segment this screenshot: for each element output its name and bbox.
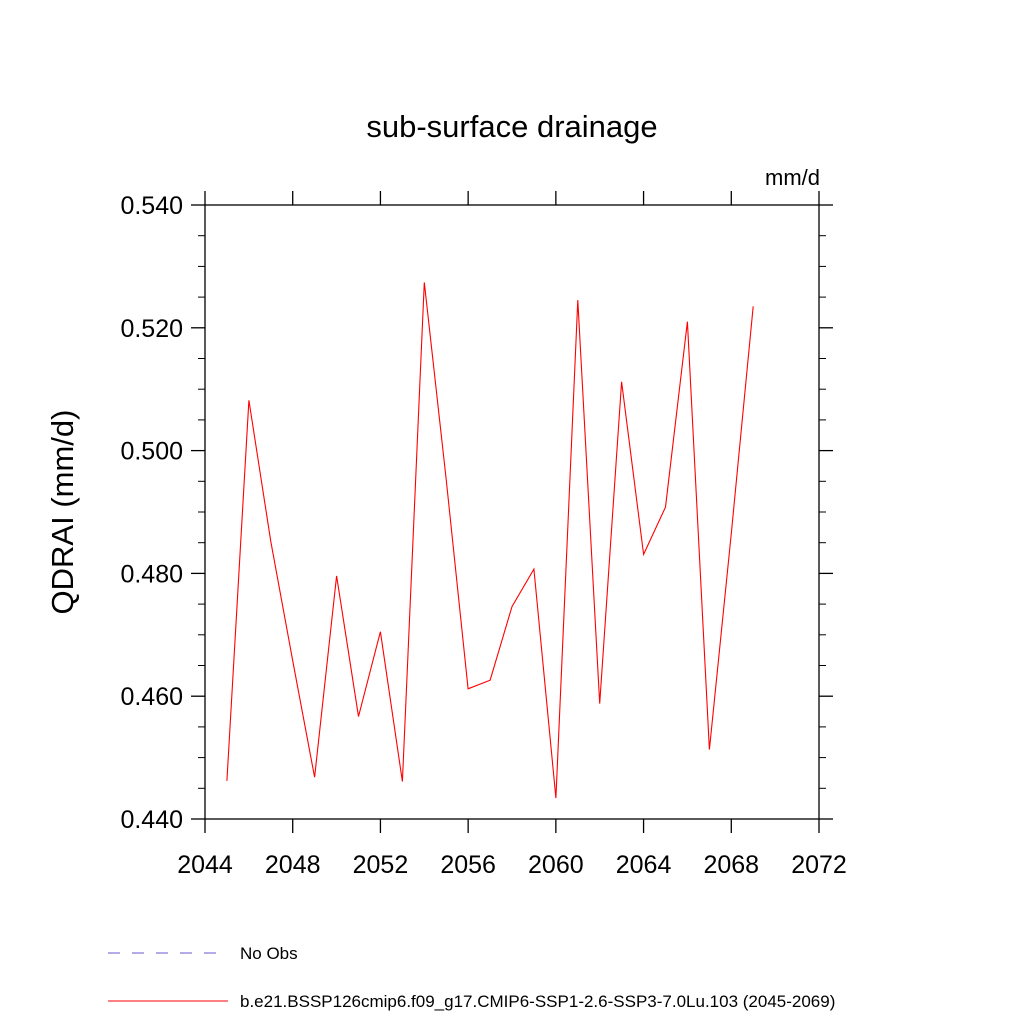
- series-point: [730, 532, 733, 535]
- y-tick-label: 0.500: [120, 438, 183, 466]
- x-tick-label: 2056: [440, 851, 496, 879]
- plot-frame: [204, 204, 820, 820]
- series-point: [532, 568, 535, 571]
- y-tick-label: 0.480: [120, 560, 183, 588]
- x-axis: 2044 2048 2052 2056 2060 2064 2068 2072: [177, 191, 847, 879]
- series-point: [225, 779, 228, 782]
- plot-area: [225, 281, 755, 800]
- x-tick-label: 2068: [703, 851, 759, 879]
- series-point: [489, 679, 492, 682]
- series-point: [752, 305, 755, 308]
- series-point: [291, 659, 294, 662]
- series-point: [401, 780, 404, 783]
- x-tick-label: 2064: [616, 851, 672, 879]
- y-tick-label: 0.440: [120, 806, 183, 834]
- series-point: [598, 702, 601, 705]
- legend: No Obs b.e21.BSSP126cmip6.f09_g17.CMIP6-S…: [108, 944, 835, 1011]
- series-point: [642, 553, 645, 556]
- series-point: [379, 630, 382, 633]
- series-point: [664, 506, 667, 509]
- units-label: mm/d: [765, 165, 820, 190]
- series-point: [445, 478, 448, 481]
- series-point: [313, 776, 316, 779]
- series-point: [269, 540, 272, 543]
- legend-label: No Obs: [240, 944, 298, 963]
- series-point: [247, 399, 250, 402]
- series-point: [467, 687, 470, 690]
- series-point: [554, 797, 557, 800]
- series-point: [335, 574, 338, 577]
- y-tick-label: 0.520: [120, 315, 183, 343]
- series-point: [620, 380, 623, 383]
- series-point: [357, 715, 360, 718]
- x-tick-label: 2060: [528, 851, 584, 879]
- x-tick-label: 2048: [265, 851, 321, 879]
- legend-label: b.e21.BSSP126cmip6.f09_g17.CMIP6-SSP1-2.…: [240, 992, 835, 1011]
- series-point: [686, 320, 689, 323]
- x-tick-label: 2052: [353, 851, 409, 879]
- y-axis: 0.440 0.460 0.480 0.500 0.520 0.540: [120, 192, 833, 834]
- y-axis-label: QDRAI (mm/d): [45, 410, 80, 615]
- x-tick-label: 2072: [791, 851, 847, 879]
- y-tick-label: 0.460: [120, 683, 183, 711]
- series-line: [226, 282, 754, 799]
- series-point: [423, 281, 426, 284]
- series-point: [576, 299, 579, 302]
- chart-title: sub-surface drainage: [366, 109, 657, 144]
- y-tick-label: 0.540: [120, 192, 183, 220]
- x-tick-label: 2044: [177, 851, 233, 879]
- series-point: [511, 605, 514, 608]
- series-point: [708, 748, 711, 751]
